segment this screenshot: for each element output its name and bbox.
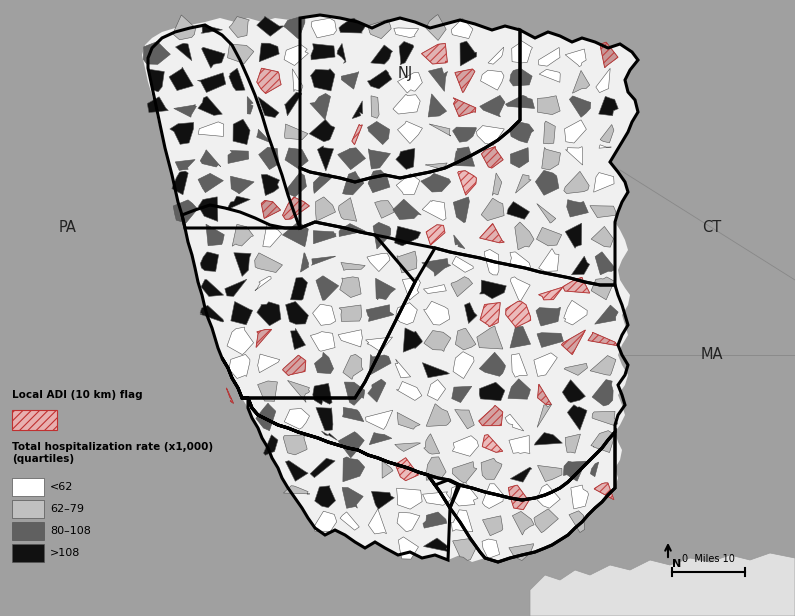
Polygon shape (313, 230, 336, 244)
Polygon shape (426, 225, 445, 245)
Polygon shape (537, 227, 562, 246)
Polygon shape (588, 333, 618, 346)
Polygon shape (310, 458, 335, 477)
Polygon shape (537, 484, 560, 508)
Polygon shape (537, 95, 560, 115)
Polygon shape (453, 98, 475, 116)
Polygon shape (257, 129, 270, 142)
Polygon shape (481, 458, 502, 479)
Polygon shape (508, 379, 530, 399)
Polygon shape (201, 25, 223, 33)
Polygon shape (393, 199, 421, 219)
Polygon shape (534, 353, 557, 376)
Polygon shape (424, 331, 451, 351)
Polygon shape (534, 509, 558, 533)
Polygon shape (506, 95, 534, 108)
Polygon shape (537, 404, 552, 428)
Polygon shape (227, 327, 254, 355)
Polygon shape (483, 435, 502, 452)
Polygon shape (539, 248, 559, 272)
Polygon shape (561, 330, 585, 355)
Polygon shape (424, 301, 450, 325)
Polygon shape (565, 223, 582, 248)
Polygon shape (370, 45, 393, 64)
Polygon shape (258, 147, 279, 169)
Polygon shape (227, 44, 254, 63)
Polygon shape (285, 124, 308, 140)
Polygon shape (398, 73, 422, 93)
Polygon shape (317, 146, 334, 171)
Polygon shape (321, 431, 337, 440)
Polygon shape (315, 352, 334, 373)
Polygon shape (482, 147, 503, 168)
Polygon shape (395, 443, 421, 452)
Polygon shape (338, 330, 363, 347)
Polygon shape (403, 328, 422, 352)
Polygon shape (460, 41, 477, 66)
Polygon shape (537, 384, 551, 405)
Polygon shape (368, 379, 386, 402)
Text: 80–108: 80–108 (50, 526, 91, 536)
Polygon shape (482, 539, 499, 560)
Polygon shape (563, 277, 590, 293)
Polygon shape (564, 171, 589, 193)
Polygon shape (539, 287, 563, 300)
Polygon shape (481, 198, 504, 221)
Polygon shape (530, 553, 795, 616)
Polygon shape (396, 148, 415, 169)
Polygon shape (229, 17, 250, 38)
Text: Total hospitalization rate (x1,000)
(quartiles): Total hospitalization rate (x1,000) (qua… (12, 442, 213, 464)
Polygon shape (452, 127, 476, 142)
Polygon shape (231, 176, 254, 194)
Polygon shape (510, 148, 529, 168)
Polygon shape (590, 206, 616, 217)
Polygon shape (455, 69, 475, 92)
Polygon shape (599, 96, 619, 116)
Polygon shape (310, 94, 331, 120)
Polygon shape (147, 97, 169, 113)
Polygon shape (352, 124, 363, 145)
Polygon shape (424, 434, 440, 454)
Polygon shape (452, 256, 473, 272)
Polygon shape (343, 407, 364, 421)
Polygon shape (509, 485, 529, 509)
Polygon shape (285, 302, 308, 324)
Polygon shape (257, 17, 284, 36)
Polygon shape (282, 222, 308, 246)
Polygon shape (169, 67, 193, 91)
Polygon shape (284, 44, 308, 65)
Polygon shape (343, 171, 364, 195)
Polygon shape (505, 414, 524, 431)
Polygon shape (510, 467, 532, 482)
Polygon shape (594, 172, 614, 192)
Polygon shape (255, 277, 271, 291)
Polygon shape (343, 457, 365, 482)
Polygon shape (483, 435, 502, 452)
Polygon shape (12, 410, 57, 430)
Polygon shape (366, 337, 393, 352)
Polygon shape (454, 235, 465, 249)
Polygon shape (309, 120, 335, 142)
Polygon shape (539, 70, 560, 83)
Polygon shape (600, 43, 618, 68)
Polygon shape (394, 226, 421, 246)
Polygon shape (257, 68, 281, 94)
Polygon shape (564, 120, 587, 143)
Polygon shape (263, 435, 278, 455)
Polygon shape (375, 278, 395, 300)
Polygon shape (592, 411, 618, 426)
Polygon shape (453, 197, 469, 222)
Polygon shape (477, 326, 503, 349)
Text: N: N (672, 559, 681, 569)
Polygon shape (200, 252, 219, 272)
Polygon shape (176, 43, 192, 61)
Polygon shape (315, 486, 335, 508)
Polygon shape (291, 328, 305, 349)
Polygon shape (396, 174, 420, 195)
Polygon shape (544, 121, 555, 144)
Polygon shape (175, 160, 195, 171)
Polygon shape (256, 330, 272, 347)
Text: NJ: NJ (398, 67, 413, 81)
Text: CT: CT (702, 221, 721, 235)
Polygon shape (565, 49, 586, 67)
